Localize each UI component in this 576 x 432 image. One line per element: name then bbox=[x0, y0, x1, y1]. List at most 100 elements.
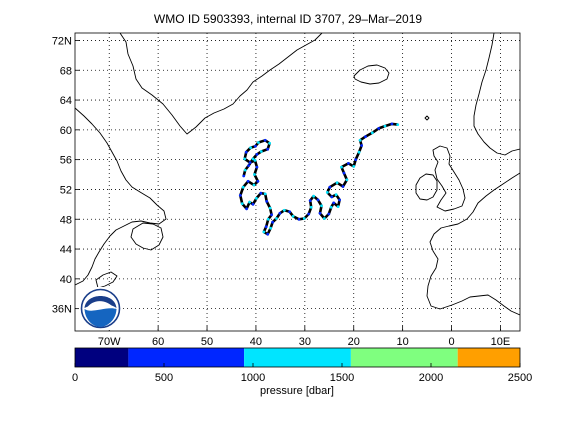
profile-point bbox=[240, 202, 244, 206]
pressure-colorbar: 0 500 1000 1500 2000 2500 pressure [dbar] bbox=[72, 347, 532, 397]
lon-label: 20 bbox=[348, 336, 360, 348]
profile-point bbox=[307, 212, 311, 216]
lon-label: 60 bbox=[152, 336, 164, 348]
coastlines bbox=[75, 33, 520, 316]
continental-europe-coast bbox=[426, 172, 520, 316]
profile-point bbox=[354, 158, 358, 162]
profile-point bbox=[271, 220, 274, 224]
profile-point bbox=[309, 205, 313, 209]
profile-point bbox=[266, 232, 270, 236]
profile-point bbox=[297, 217, 301, 221]
colorbar-bin bbox=[457, 348, 520, 367]
profile-point bbox=[255, 153, 259, 156]
profile-point bbox=[340, 165, 343, 169]
lon-label: 10 bbox=[397, 336, 409, 348]
profile-point bbox=[248, 161, 252, 165]
profile-point bbox=[302, 217, 306, 220]
profile-point bbox=[328, 185, 332, 189]
lat-label: 40 bbox=[60, 274, 72, 286]
latitude-labels: 72N 68 64 60 56 52 48 44 40 36N bbox=[52, 35, 72, 315]
lat-label: 52 bbox=[60, 184, 72, 196]
profile-point bbox=[358, 138, 362, 142]
profile-point bbox=[259, 191, 263, 195]
lat-label: 36N bbox=[52, 304, 72, 316]
noaa-logo bbox=[79, 287, 122, 330]
profile-point bbox=[396, 123, 400, 126]
profile-point bbox=[342, 171, 346, 175]
greenland-coast bbox=[119, 33, 323, 135]
profile-point bbox=[320, 204, 323, 208]
profile-point bbox=[259, 150, 263, 153]
lat-label: 56 bbox=[60, 155, 72, 167]
profile-point bbox=[255, 165, 259, 169]
scandinavia-coast bbox=[473, 33, 520, 156]
profile-point bbox=[288, 210, 292, 214]
profile-point bbox=[256, 179, 260, 183]
profile-point bbox=[266, 217, 270, 221]
profile-point bbox=[248, 200, 252, 204]
profile-point bbox=[323, 217, 326, 220]
profile-point bbox=[243, 168, 247, 172]
lon-label: 70W bbox=[98, 336, 121, 348]
profile-point bbox=[316, 198, 320, 202]
colorbar-bin bbox=[128, 348, 245, 367]
profile-point bbox=[264, 225, 268, 229]
colorbar-bin bbox=[350, 348, 458, 367]
profile-point bbox=[255, 197, 258, 200]
profile-point bbox=[268, 141, 271, 145]
colorbar-tick-label: 0 bbox=[72, 372, 78, 384]
map-title: WMO ID 5903393, internal ID 3707, 29–Mar… bbox=[154, 12, 422, 26]
profile-point bbox=[243, 157, 247, 161]
colorbar-ticks: 0 500 1000 1500 2000 2500 bbox=[72, 363, 532, 384]
colorbar-bins bbox=[75, 348, 520, 367]
longitude-labels: 70W 60 50 40 30 20 10 0 10E bbox=[98, 336, 510, 348]
profile-point bbox=[330, 195, 334, 199]
map-background bbox=[75, 33, 520, 331]
profile-point bbox=[251, 202, 255, 206]
profile-point bbox=[334, 193, 338, 197]
logo-sea bbox=[84, 308, 117, 327]
profile-point bbox=[338, 198, 341, 202]
profile-point bbox=[246, 179, 250, 183]
profile-point bbox=[269, 226, 272, 230]
map-panel bbox=[74, 32, 521, 332]
profile-point bbox=[253, 159, 257, 162]
profile-point bbox=[241, 185, 245, 189]
lon-label: 50 bbox=[201, 336, 213, 348]
profile-point bbox=[383, 124, 387, 128]
great-britain-coast bbox=[432, 145, 466, 212]
map-frame bbox=[74, 32, 521, 332]
profile-point bbox=[336, 205, 340, 209]
lat-label: 72N bbox=[52, 35, 72, 47]
profile-point bbox=[327, 212, 331, 216]
lat-label: 44 bbox=[60, 244, 72, 256]
profile-point bbox=[263, 138, 267, 142]
colorbar-frame bbox=[74, 347, 521, 368]
profile-point bbox=[332, 201, 336, 205]
lon-label: 30 bbox=[299, 336, 311, 348]
profile-point bbox=[318, 211, 322, 215]
colorbar-tick-label: 2500 bbox=[508, 372, 532, 384]
iceland-coast bbox=[353, 64, 390, 85]
profile-point bbox=[270, 213, 273, 217]
profile-point bbox=[282, 208, 286, 212]
colorbar-tick-label: 500 bbox=[155, 372, 173, 384]
profile-point bbox=[251, 157, 255, 161]
lat-label: 68 bbox=[60, 65, 72, 77]
faroe-islands bbox=[424, 115, 430, 121]
profile-point bbox=[265, 200, 269, 203]
profile-point bbox=[312, 194, 315, 198]
profile-point bbox=[275, 217, 278, 220]
labrador-coast bbox=[75, 107, 167, 286]
profile-point bbox=[247, 164, 251, 168]
colorbar-bin bbox=[244, 348, 351, 367]
profile-point bbox=[245, 207, 249, 211]
profile-point bbox=[253, 173, 256, 176]
colorbar-bin bbox=[75, 348, 129, 367]
profile-point bbox=[254, 144, 257, 148]
profile-point bbox=[252, 183, 256, 187]
colorbar-label: pressure [dbar] bbox=[260, 385, 334, 397]
profile-point bbox=[278, 211, 282, 215]
profile-point bbox=[377, 126, 381, 130]
